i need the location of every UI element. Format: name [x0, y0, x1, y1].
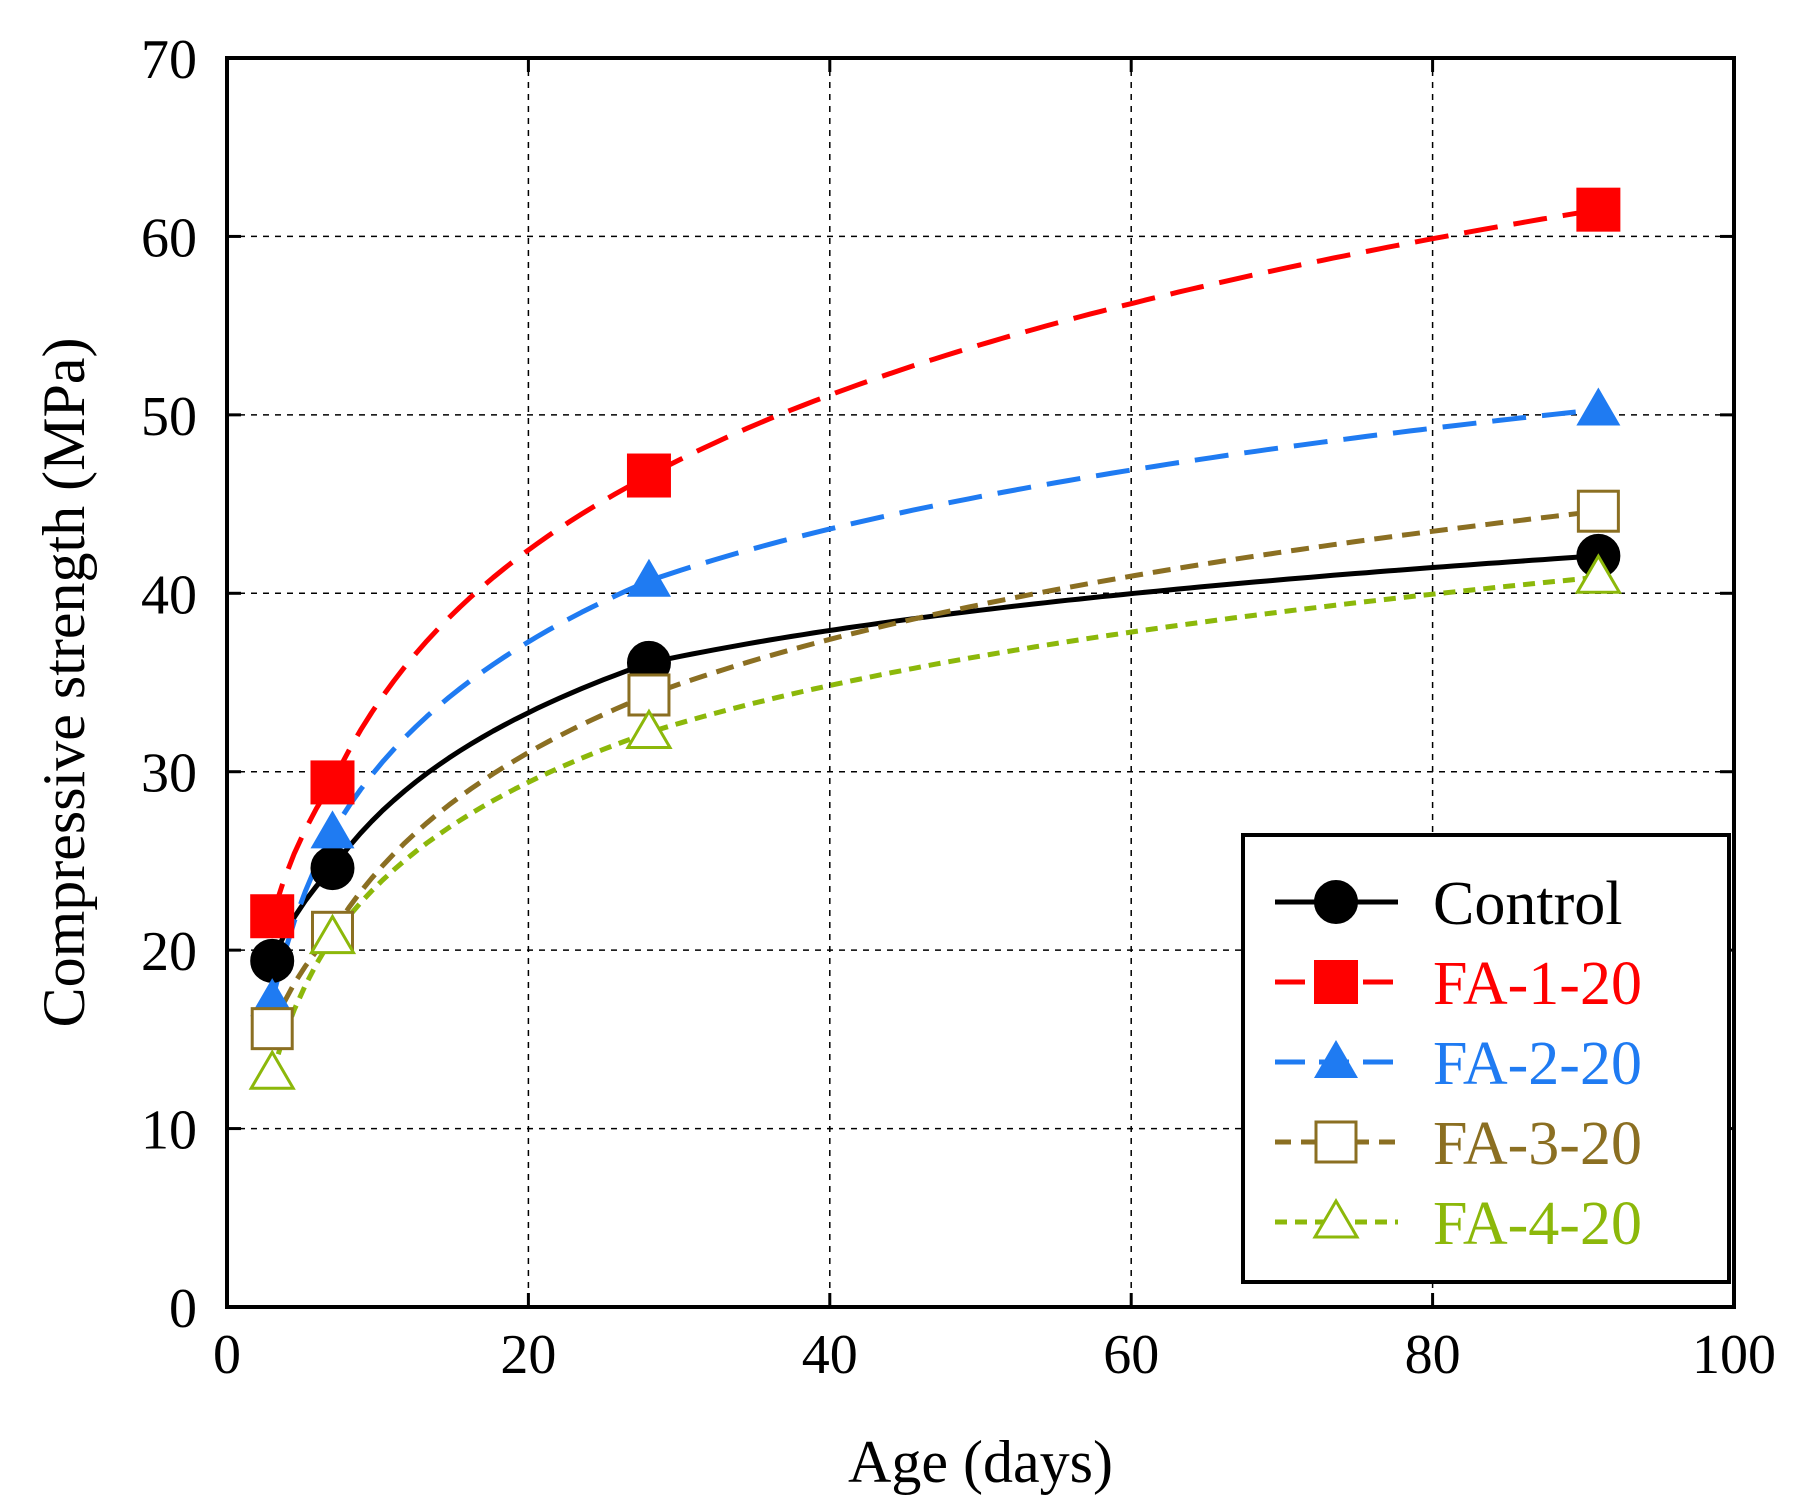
marker-triangle-open: [1574, 553, 1622, 594]
marker-square: [626, 453, 671, 498]
series-line-FA-3-20: [269, 508, 1599, 1030]
legend-label: FA-2-20: [1433, 1030, 1642, 1098]
marker-square: [1314, 960, 1358, 1004]
marker-triangle-open: [248, 1049, 296, 1090]
y-tick-label: 30: [141, 743, 197, 805]
x-tick-label: 0: [213, 1324, 241, 1386]
y-tick-label: 10: [141, 1100, 197, 1162]
legend-label: FA-3-20: [1433, 1110, 1642, 1178]
marker-square: [310, 760, 355, 805]
marker-triangle: [310, 810, 355, 849]
marker-triangle: [250, 978, 295, 1017]
series-curves: [269, 207, 1599, 1075]
x-tick-label: 60: [1103, 1324, 1159, 1386]
marker-triangle: [1314, 1040, 1358, 1078]
grid: [227, 58, 1734, 1307]
axis-ticks: 0 20 40 60 80 100 0 10 20 30 40 50 60 70: [141, 29, 1776, 1386]
y-axis-label: Compressive strength (MPa): [31, 338, 97, 1028]
marker-triangle-open: [1312, 1198, 1360, 1239]
y-tick-label: 70: [141, 29, 197, 91]
x-axis-label: Age (days): [848, 1429, 1113, 1495]
y-tick-label: 40: [141, 564, 197, 626]
marker-square: [250, 894, 295, 939]
series-line-FA-4-20: [269, 574, 1599, 1075]
y-tick-label: 50: [141, 386, 197, 448]
marker-triangle-open: [625, 708, 673, 749]
marker-triangle-open: [308, 913, 357, 955]
marker-circle: [310, 846, 355, 891]
marker-square-open: [1576, 489, 1620, 533]
marker-circle: [1314, 880, 1358, 924]
marker-square-open: [250, 1007, 294, 1051]
series-line-FA-1-20: [269, 207, 1599, 917]
y-tick-label: 60: [141, 207, 197, 269]
legend: Control FA-1-20 FA-2-20 FA-3-20 FA-4-20: [1241, 833, 1731, 1284]
plot-frame: [225, 56, 1736, 1309]
legend-label: FA-4-20: [1433, 1190, 1642, 1258]
x-tick-label: 100: [1692, 1324, 1776, 1386]
x-tick-label: 80: [1405, 1324, 1461, 1386]
legend-label: FA-1-20: [1433, 950, 1642, 1018]
marker-square: [1576, 187, 1621, 232]
x-tick-label: 40: [802, 1324, 858, 1386]
x-tick-label: 20: [500, 1324, 556, 1386]
series-line-FA-2-20: [269, 407, 1599, 1001]
legend-label: Control: [1433, 870, 1622, 938]
marker-square-open: [1314, 1120, 1358, 1164]
series-markers: [248, 187, 1622, 1090]
marker-circle: [250, 938, 295, 983]
marker-triangle: [1576, 387, 1621, 426]
marker-triangle: [626, 558, 671, 597]
y-tick-label: 0: [169, 1278, 197, 1340]
y-tick-label: 20: [141, 921, 197, 983]
